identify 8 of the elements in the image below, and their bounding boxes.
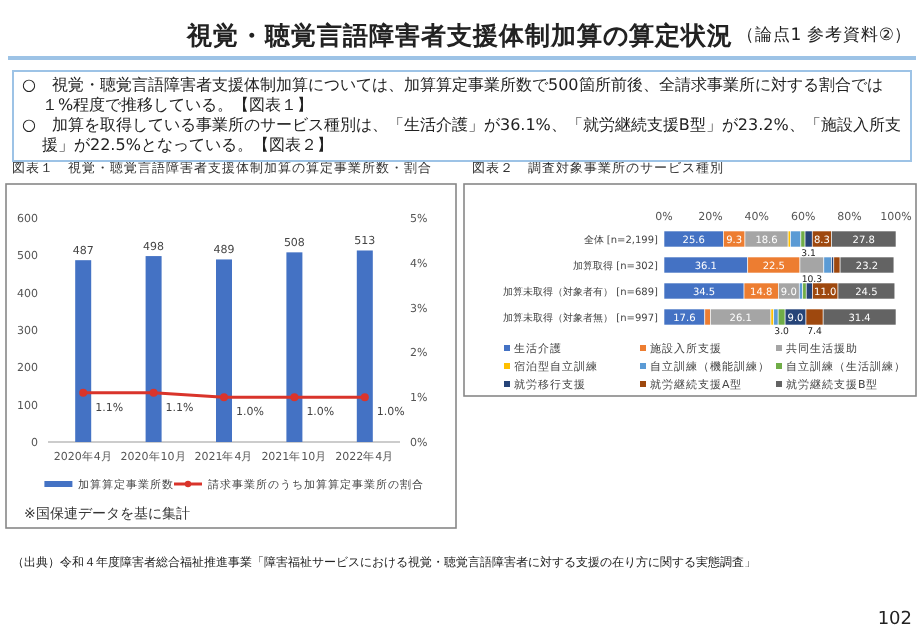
text: 102 [877, 610, 912, 630]
text: ○ 視覚・聴覚言語障害者支援体制加算については、加算算定事業所数で500箇所前後、全請求事業所に対する割合では１%程度で推移している。【図表１】 [22, 76, 885, 116]
bar [663, 308, 706, 326]
text: 視覚・聴覚言語障害者支援体制加算の算定状況 [185, 20, 733, 50]
bar [710, 308, 772, 326]
text: ○ 加算を取得している事業所のサービス種別は、「生活介護」が36.1%、「就労継続支援B型」が23.2%、「施設入所支援」が22.5%となっている。【図表２】 [22, 116, 902, 156]
bar [839, 256, 895, 274]
text: （論点1 参考資料②） [736, 24, 912, 46]
